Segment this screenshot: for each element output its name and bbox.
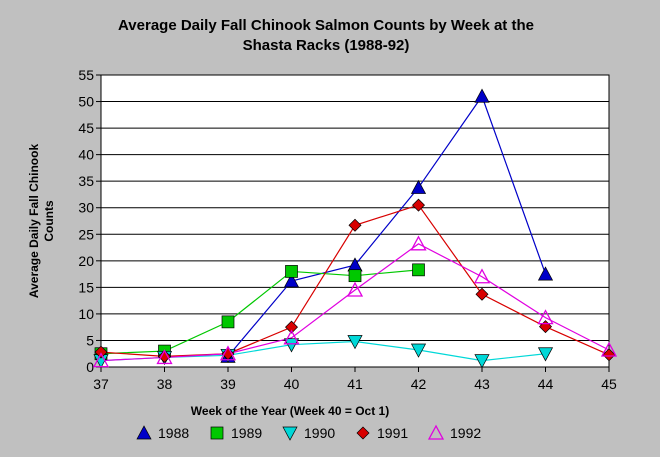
y-tick-label: 45 <box>78 120 94 136</box>
data-point-1990 <box>474 354 490 369</box>
x-tick-label: 43 <box>474 376 490 392</box>
legend-label-1992: 1992 <box>450 425 481 441</box>
data-point-1990 <box>347 335 363 350</box>
y-tick-label: 5 <box>86 332 94 348</box>
data-point-1989 <box>348 269 362 283</box>
y-tick-label: 50 <box>78 94 94 110</box>
data-point-1991 <box>285 320 298 334</box>
x-tick-label: 39 <box>220 376 236 392</box>
x-tick-label: 41 <box>347 376 363 392</box>
legend-marker-1992 <box>427 424 445 440</box>
data-point-1992 <box>473 268 491 284</box>
data-point-1992 <box>600 341 618 357</box>
series-line-1988 <box>227 94 547 357</box>
y-axis-label-line2: Counts <box>42 200 56 242</box>
y-tick-label: 55 <box>78 67 94 83</box>
chart-title-line1: Average Daily Fall Chinook Salmon Counts… <box>118 17 534 34</box>
legend-label-1991: 1991 <box>377 425 408 441</box>
series-line-1989 <box>100 269 419 355</box>
data-point-1991 <box>158 349 171 363</box>
x-tick-label: 38 <box>157 376 173 392</box>
legend-marker-1990 <box>282 426 298 441</box>
data-point-1988 <box>283 273 300 288</box>
y-tick-label: 10 <box>78 306 94 322</box>
data-point-1990 <box>537 347 554 362</box>
y-axis-label-line1: Average Daily Fall Chinook <box>27 144 41 299</box>
data-point-1992 <box>410 235 427 251</box>
x-tick-label: 42 <box>411 376 427 392</box>
x-tick-label: 45 <box>601 376 617 392</box>
data-point-1992 <box>537 309 554 325</box>
data-point-1991 <box>412 198 425 212</box>
data-point-1989 <box>221 315 235 329</box>
legend-marker-1988 <box>136 425 152 440</box>
legend-marker-1991 <box>356 426 370 440</box>
legend-label-1988: 1988 <box>158 425 189 441</box>
x-tick-label: 44 <box>538 376 554 392</box>
data-point-1988 <box>410 179 427 194</box>
data-point-1991 <box>348 218 362 232</box>
data-point-1991 <box>602 348 616 362</box>
data-point-1992 <box>156 349 173 365</box>
data-point-1992 <box>346 281 364 297</box>
y-tick-label: 35 <box>78 173 94 189</box>
y-tick-label: 30 <box>78 200 94 216</box>
data-point-1990 <box>283 338 300 353</box>
y-tick-label: 15 <box>78 279 94 295</box>
data-point-1991 <box>475 287 489 301</box>
series-line-1992 <box>100 243 610 362</box>
data-point-1988 <box>537 266 554 281</box>
legend-label-1989: 1989 <box>231 425 262 441</box>
data-point-1992 <box>92 352 110 368</box>
chart-title-line2: Shasta Racks (1988-92) <box>243 37 410 54</box>
legend-marker-1989 <box>210 426 224 440</box>
data-point-1992 <box>219 345 237 361</box>
data-point-1990 <box>410 343 427 358</box>
y-tick-label: 0 <box>86 359 94 375</box>
legend-label-1990: 1990 <box>304 425 335 441</box>
data-point-1991 <box>94 345 108 359</box>
y-tick-label: 40 <box>78 147 94 163</box>
data-point-1988 <box>474 88 490 103</box>
x-tick-label: 37 <box>93 376 109 392</box>
series <box>92 88 618 369</box>
grid-lines <box>101 74 609 341</box>
data-point-1989 <box>285 265 298 278</box>
y-tick-label: 25 <box>78 226 94 242</box>
y-tick-label: 20 <box>78 253 94 269</box>
x-tick-label: 40 <box>284 376 300 392</box>
legend: 1988 1989 1990 1991 1992 <box>136 424 481 441</box>
data-point-1992 <box>283 329 300 345</box>
axes: 0 5 10 15 20 25 30 35 40 45 50 55 37 38 39 40 41 42 43 44 45 <box>78 67 617 392</box>
x-axis-label: Week of the Year (Week 40 = Oct 1) <box>191 404 389 418</box>
data-point-1989 <box>412 263 425 277</box>
